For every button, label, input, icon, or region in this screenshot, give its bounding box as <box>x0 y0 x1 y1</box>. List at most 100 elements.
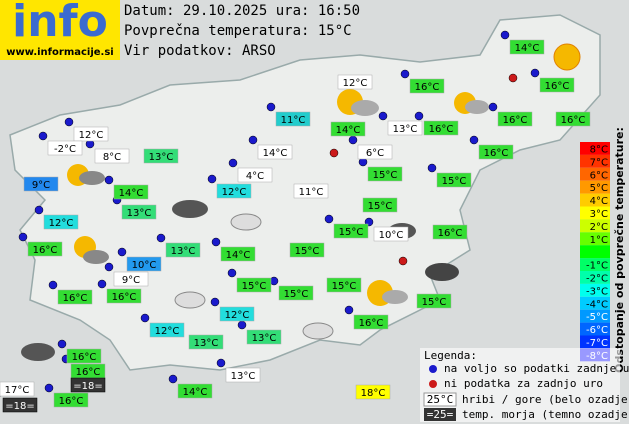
station-temperature: 16°C <box>59 396 84 407</box>
scale-cell <box>580 232 610 246</box>
station-label-box <box>237 167 273 183</box>
logo: info <box>12 0 108 47</box>
station-label-box <box>355 384 391 400</box>
average-temperature: Povprečna temperatura: 15°C <box>124 23 352 39</box>
station-dot <box>48 280 58 290</box>
station-temperature: 14°C <box>183 387 208 398</box>
station-label-box <box>94 148 130 164</box>
station-temperature: 12°C <box>155 326 180 337</box>
legend-sea-sample: =25= <box>427 408 454 421</box>
missing-dot <box>398 256 408 266</box>
station-temperature: 14°C <box>336 125 361 136</box>
station-dot <box>227 268 237 278</box>
station-temperature: 13°C <box>149 152 174 163</box>
station-temperature: =18= <box>73 381 102 392</box>
station-label-box <box>57 289 93 305</box>
station-temperature: 13°C <box>231 371 256 382</box>
station-dot <box>57 339 67 349</box>
station-temperature: 16°C <box>359 318 384 329</box>
scale-cell <box>580 335 610 349</box>
station-label-box <box>47 140 83 156</box>
station-temperature: 10°C <box>379 230 404 241</box>
scale-cell <box>580 322 610 336</box>
station-label-box <box>149 322 185 338</box>
station-dot <box>168 374 178 384</box>
station-dot <box>18 232 28 242</box>
station-temperature: 12°C <box>225 310 250 321</box>
station-temperature: 12°C <box>79 130 104 141</box>
station-temperature: 15°C <box>339 227 364 238</box>
station-dot <box>237 320 247 330</box>
station-label-box <box>257 144 293 160</box>
station-label-box <box>143 148 179 164</box>
scale-label: -1°C <box>586 261 608 272</box>
station-label-box <box>225 367 261 383</box>
station-temperature: 9°C <box>32 180 50 191</box>
station-label-box <box>275 111 311 127</box>
station-label-box <box>43 214 79 230</box>
scale-cell <box>580 154 610 168</box>
station-label-box <box>113 184 149 200</box>
station-label-box <box>2 397 38 413</box>
station-dot <box>469 135 479 145</box>
station-temperature: 16°C <box>429 124 454 135</box>
station-temperature: 16°C <box>484 148 509 159</box>
legend-mountain-sample: 25°C <box>427 393 454 406</box>
station-label-box <box>478 144 514 160</box>
station-temperature: 11°C <box>299 187 324 198</box>
station-temperature: 14°C <box>119 188 144 199</box>
station-dot <box>34 205 44 215</box>
station-temperature: 12°C <box>343 78 368 89</box>
station-temperature: 13°C <box>171 246 196 257</box>
station-dot <box>38 131 48 141</box>
station-label-box <box>278 285 314 301</box>
station-temperature: 13°C <box>127 208 152 219</box>
station-temperature: 15°C <box>295 246 320 257</box>
station-label-box <box>539 77 575 93</box>
scale-label: 8°C <box>590 144 608 155</box>
scale-label: -4°C <box>586 299 608 310</box>
logo-background <box>0 0 120 60</box>
station-label-box <box>373 226 409 242</box>
station-label-box <box>362 197 398 213</box>
station-temperature: 10°C <box>132 260 157 271</box>
station-temperature: 16°C <box>76 367 101 378</box>
station-label-box <box>497 111 533 127</box>
station-temperature: 15°C <box>442 176 467 187</box>
station-temperature: 15°C <box>368 201 393 212</box>
station-label-box <box>177 383 213 399</box>
station-dot <box>344 305 354 315</box>
station-temperature: 13°C <box>194 338 219 349</box>
station-temperature: 13°C <box>393 124 418 135</box>
station-label-box <box>333 223 369 239</box>
missing-dot <box>508 73 518 83</box>
scale-cell <box>580 258 610 271</box>
scale-label: 2°C <box>590 222 608 233</box>
station-label-box <box>423 120 459 136</box>
station-dot <box>207 174 217 184</box>
station-temperature: 16°C <box>72 352 97 363</box>
weather-icons <box>21 43 581 361</box>
station-labels: 14°C 12°C 16°C 16°C 11°C 14°C 13°C 16°C 16°C 16°C… <box>0 39 591 413</box>
scale-cell <box>580 167 610 181</box>
station-label-box <box>436 172 472 188</box>
data-source: Vir podatkov: ARSO <box>124 43 276 59</box>
scale-label: 4°C <box>590 196 608 207</box>
station-label-box <box>236 277 272 293</box>
station-label-box <box>555 111 591 127</box>
station-temperature: =18= <box>5 401 34 412</box>
scale-label: 1°C <box>590 235 608 246</box>
station-dot <box>104 175 114 185</box>
date-line: Datum: 29.10.2025 ura: 16:50 <box>124 3 360 19</box>
station-label-box <box>416 293 452 309</box>
station-temperature: 4°C <box>246 171 264 182</box>
legend: Legenda: na voljo so podatki zadnje ure … <box>420 348 629 422</box>
station-temperature: 8°C <box>103 152 121 163</box>
station-temperature: 15°C <box>332 281 357 292</box>
station-dot <box>414 111 424 121</box>
station-label-box <box>165 242 201 258</box>
station-temperature: 14°C <box>226 250 251 261</box>
station-dot <box>64 117 74 127</box>
